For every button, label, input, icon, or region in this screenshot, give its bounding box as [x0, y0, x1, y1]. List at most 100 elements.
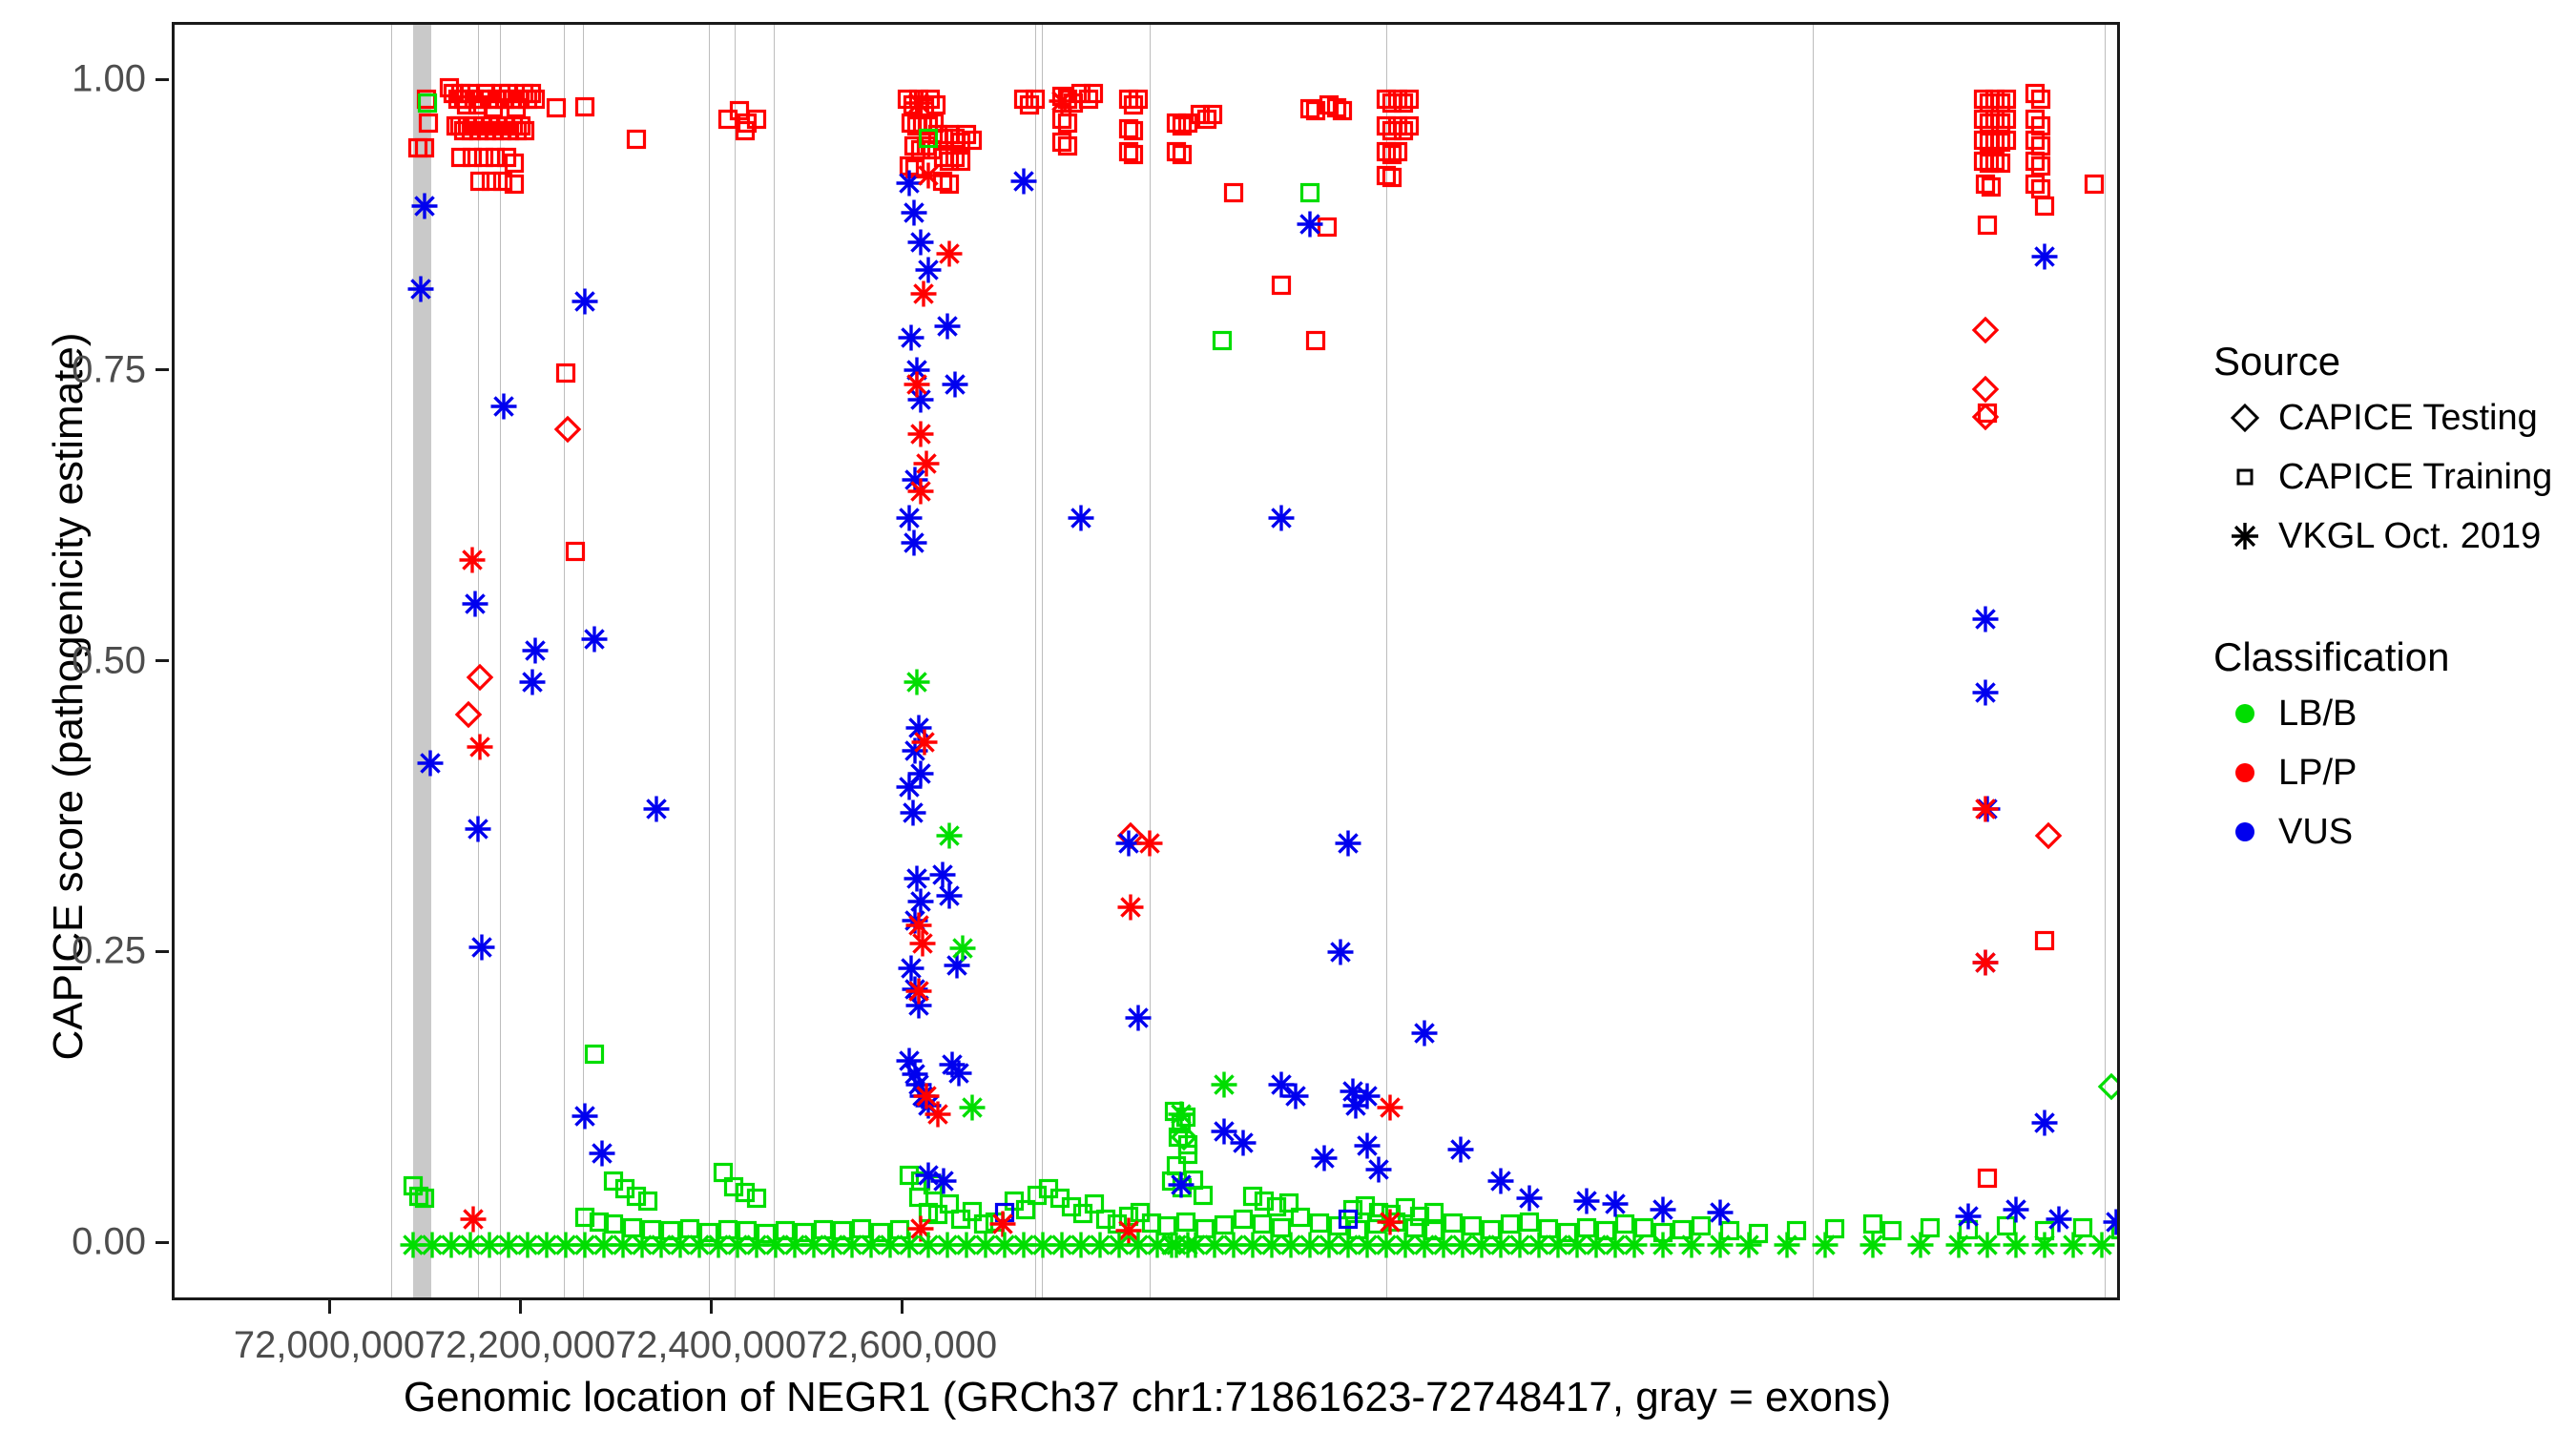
legend-item-label: LB/B: [2278, 693, 2358, 734]
data-point-square: [2110, 1220, 2117, 1240]
data-point-square: [574, 1207, 595, 1227]
data-point-asterisk: [905, 978, 932, 1005]
y-tick-label: 1.00: [72, 57, 146, 100]
data-point-square: [1166, 113, 1187, 133]
data-point-square: [2072, 1217, 2093, 1237]
data-point-square: [1242, 1186, 1263, 1206]
data-point-square: [723, 1176, 744, 1197]
data-point-asterisk: [910, 280, 937, 307]
data-point-square: [1387, 142, 1408, 162]
data-point-square: [1309, 1213, 1330, 1233]
data-point-square: [1166, 1155, 1187, 1176]
data-point-square: [1130, 1202, 1151, 1222]
exon-band: [413, 25, 431, 1297]
data-point-asterisk: [460, 1206, 487, 1233]
legend-key: [2212, 693, 2278, 735]
data-point-asterisk: [934, 313, 961, 340]
x-tick-mark: [900, 1300, 904, 1314]
exon-gridline: [709, 25, 710, 1297]
data-point-asterisk: [1049, 88, 1075, 114]
legend-item[interactable]: LB/B: [2212, 684, 2565, 743]
data-point-square: [1672, 1220, 1693, 1240]
data-point-square: [565, 542, 586, 562]
exon-gridline: [478, 25, 479, 1297]
data-point-asterisk: [1211, 1071, 1237, 1098]
data-point-asterisk: [904, 865, 930, 892]
data-point-square: [813, 1220, 834, 1240]
data-point-square: [555, 363, 576, 383]
legend-item[interactable]: CAPICE Training: [2212, 447, 2565, 507]
data-point-square: [962, 130, 983, 151]
data-point-asterisk: [1168, 1101, 1195, 1128]
data-point-square: [1299, 98, 1320, 119]
data-point-square: [1376, 165, 1397, 185]
data-point-square: [1193, 1185, 1214, 1205]
data-point-square: [574, 96, 595, 116]
data-point-asterisk: [581, 626, 608, 653]
data-point-asterisk: [1812, 1232, 1839, 1258]
legend-item-label: LP/P: [2278, 752, 2358, 793]
legend-item[interactable]: VUS: [2212, 802, 2565, 861]
exon-gridline: [735, 25, 736, 1297]
data-point-asterisk: [1268, 1071, 1295, 1098]
data-point-square: [626, 129, 647, 149]
data-point-asterisk: [1972, 606, 1999, 633]
data-point-asterisk: [945, 1060, 972, 1087]
data-point-asterisk: [1335, 830, 1361, 857]
data-point-square: [1223, 182, 1244, 202]
data-point-square: [481, 171, 502, 191]
data-point-asterisk: [901, 199, 927, 226]
exon-gridline: [1813, 25, 1814, 1297]
data-point-square: [546, 97, 567, 117]
legend-item[interactable]: LP/P: [2212, 743, 2565, 802]
y-axis-title: CAPICE score (pathogenicity estimate): [45, 332, 92, 1061]
data-point-square: [1095, 1210, 1116, 1230]
dot-icon: [2235, 763, 2254, 782]
data-point-asterisk: [1311, 1145, 1338, 1172]
data-point-asterisk: [686, 1232, 713, 1258]
data-point-square: [469, 171, 490, 191]
data-point-square: [1305, 101, 1326, 121]
data-point-square: [1381, 144, 1402, 164]
data-point-square: [1338, 1210, 1359, 1230]
legend-item[interactable]: CAPICE Testing: [2212, 388, 2565, 447]
data-point-asterisk: [1678, 1232, 1705, 1258]
data-point-asterisk: [514, 1232, 541, 1258]
data-point-asterisk: [915, 162, 942, 189]
x-tick-mark: [709, 1300, 713, 1314]
legend-item-label: CAPICE Testing: [2278, 397, 2538, 438]
data-point-asterisk: [1068, 1232, 1094, 1258]
data-point-asterisk: [589, 1140, 615, 1167]
data-point-square: [1212, 330, 1233, 350]
data-point-asterisk: [896, 774, 923, 800]
data-point-asterisk: [490, 393, 517, 420]
data-point-asterisk: [820, 1232, 846, 1258]
data-point-asterisk: [907, 386, 934, 413]
data-point-square: [418, 113, 439, 133]
data-point-square: [1423, 1202, 1444, 1222]
data-point-asterisk: [1230, 1130, 1257, 1156]
data-point-square: [1233, 1210, 1254, 1230]
data-point-square: [1481, 1220, 1502, 1240]
data-point-square: [956, 124, 977, 144]
data-point-asterisk: [1168, 1172, 1195, 1198]
data-point-square: [1984, 130, 2005, 151]
data-point-square: [1013, 90, 1034, 110]
data-point-asterisk: [900, 799, 926, 826]
data-point-square: [1202, 105, 1223, 125]
data-point-asterisk: [1707, 1199, 1734, 1226]
legend-item[interactable]: VKGL Oct. 2019: [2212, 507, 2565, 566]
data-point-asterisk: [1650, 1196, 1676, 1223]
data-point-square: [2025, 130, 2046, 151]
data-point-asterisk: [949, 935, 976, 962]
data-point-square: [1399, 116, 1420, 136]
y-tick-mark: [156, 949, 169, 953]
legend-key: [2212, 456, 2278, 498]
data-point-asterisk: [905, 912, 932, 939]
data-point-diamond: [1971, 316, 2000, 343]
data-point-asterisk: [930, 1168, 957, 1194]
data-point-square: [641, 1220, 662, 1240]
legend-source-title: Source: [2213, 339, 2341, 384]
data-point-asterisk: [896, 505, 923, 531]
data-point-square: [514, 121, 535, 141]
